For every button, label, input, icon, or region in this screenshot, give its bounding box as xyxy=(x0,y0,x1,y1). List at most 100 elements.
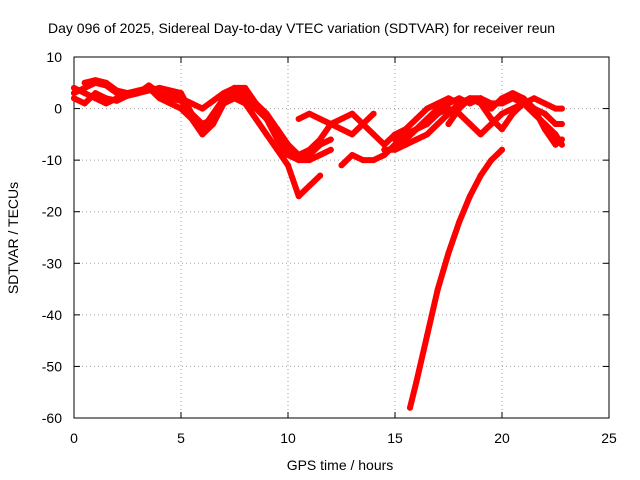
data-point xyxy=(445,105,452,112)
y-tick-label: -30 xyxy=(42,255,62,271)
data-point xyxy=(466,193,473,200)
y-tick-label: -40 xyxy=(42,307,62,323)
data-point xyxy=(402,141,409,148)
data-point xyxy=(274,126,281,133)
data-point xyxy=(285,141,291,148)
data-point xyxy=(531,110,538,117)
data-point xyxy=(445,121,452,127)
data-point xyxy=(381,146,388,153)
data-point xyxy=(456,105,463,112)
data-point xyxy=(81,100,88,107)
data-point xyxy=(424,121,431,127)
data-point xyxy=(103,79,110,86)
data-point xyxy=(509,95,516,102)
y-tick-label: -10 xyxy=(42,152,62,168)
data-point xyxy=(499,146,505,153)
data-point xyxy=(499,126,505,133)
data-point xyxy=(520,100,527,107)
data-point xyxy=(263,115,270,122)
data-point xyxy=(306,146,313,153)
data-point xyxy=(509,105,516,112)
data-point xyxy=(499,110,505,117)
data-point xyxy=(295,115,302,122)
data-point xyxy=(413,115,420,122)
data-point xyxy=(231,90,238,97)
data-point xyxy=(552,141,559,148)
data-point xyxy=(499,100,505,107)
data-point xyxy=(381,141,388,148)
data-point xyxy=(531,95,538,102)
data-point xyxy=(434,110,441,117)
data-point xyxy=(541,121,548,127)
data-point xyxy=(552,105,559,112)
data-point xyxy=(488,105,495,112)
data-point xyxy=(541,110,548,117)
data-point xyxy=(81,90,88,97)
data-point xyxy=(156,95,163,102)
data-point xyxy=(392,136,398,143)
data-point xyxy=(359,157,366,164)
data-point xyxy=(509,90,516,97)
data-point xyxy=(338,115,345,122)
data-point xyxy=(552,121,559,127)
data-point xyxy=(456,219,463,225)
data-point xyxy=(242,95,249,102)
y-tick-label: -20 xyxy=(42,204,62,220)
data-point xyxy=(477,172,484,179)
data-point xyxy=(552,131,559,138)
data-point xyxy=(199,105,206,112)
y-tick-label: 10 xyxy=(46,49,62,65)
data-point xyxy=(392,146,398,153)
data-point xyxy=(349,152,356,158)
data-point xyxy=(359,121,366,127)
data-point xyxy=(178,90,184,97)
data-point xyxy=(445,100,452,107)
data-point xyxy=(92,95,99,102)
data-point xyxy=(349,110,356,117)
x-tick-label: 5 xyxy=(177,430,185,446)
data-point xyxy=(242,84,249,91)
series-layer xyxy=(71,77,565,411)
data-point xyxy=(381,152,388,158)
y-axis-label: SDTVAR / TECUs xyxy=(5,182,21,294)
data-point xyxy=(113,87,120,94)
data-point xyxy=(295,193,302,200)
data-point xyxy=(413,126,420,133)
data-point xyxy=(541,100,548,107)
data-point xyxy=(370,157,377,164)
data-point xyxy=(466,121,473,127)
data-point xyxy=(327,136,334,143)
data-point xyxy=(103,100,110,107)
x-tick-label: 25 xyxy=(601,430,617,446)
series-line-trace-5 xyxy=(295,95,463,148)
data-point xyxy=(263,131,270,138)
data-point xyxy=(370,131,377,138)
data-point xyxy=(317,136,324,143)
data-point xyxy=(434,121,441,127)
data-point xyxy=(167,100,174,107)
data-point xyxy=(338,126,345,133)
x-tick-label: 15 xyxy=(387,430,403,446)
data-point xyxy=(424,105,431,112)
data-point xyxy=(231,84,238,91)
data-point xyxy=(558,105,565,112)
data-point xyxy=(413,136,420,143)
data-point xyxy=(402,131,409,138)
data-point xyxy=(370,110,377,117)
data-point xyxy=(349,131,356,138)
data-point xyxy=(306,182,313,189)
data-point xyxy=(327,121,334,127)
data-point xyxy=(252,115,259,122)
data-point xyxy=(210,115,217,122)
data-point xyxy=(306,157,313,164)
x-tick-label: 10 xyxy=(280,430,296,446)
series-line-trace-10 xyxy=(407,146,505,411)
tick-labels: 0 5 10 15 20 25 10 0 -10 -20 -30 -40 -50 -60 xyxy=(42,49,617,446)
data-point xyxy=(274,146,281,153)
data-point xyxy=(156,84,163,91)
data-point xyxy=(466,95,473,102)
axis-ticks xyxy=(73,56,610,419)
data-point xyxy=(295,157,302,164)
data-point xyxy=(558,121,565,127)
